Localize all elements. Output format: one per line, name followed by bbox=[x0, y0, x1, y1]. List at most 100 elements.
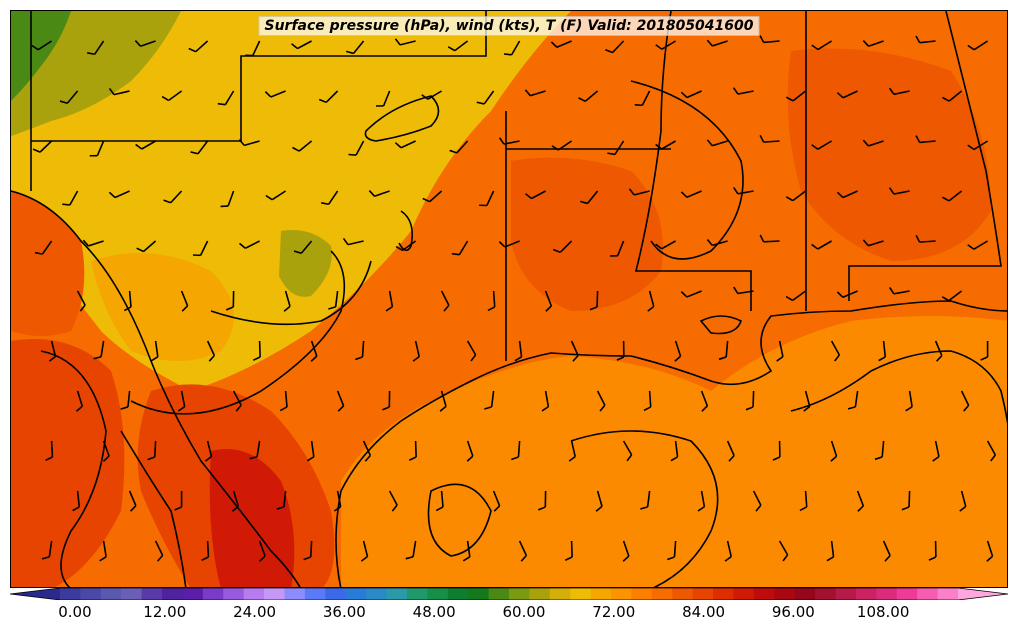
wind-barb bbox=[422, 190, 443, 203]
wind-barb bbox=[342, 237, 364, 246]
hot-zone-louisiana bbox=[511, 157, 663, 311]
wind-barb bbox=[348, 140, 365, 156]
colorbar-tick-label: 72.00 bbox=[592, 603, 636, 621]
wind-barb bbox=[959, 490, 967, 512]
map-title: Surface pressure (hPa), wind (kts), T (F… bbox=[258, 16, 760, 36]
wind-barb bbox=[541, 390, 550, 412]
wind-barb bbox=[75, 390, 84, 412]
temperature-map bbox=[11, 11, 1007, 587]
contour-pressure-3 bbox=[130, 250, 346, 415]
wind-barb bbox=[394, 38, 416, 46]
colorbar-max-extension bbox=[958, 588, 1008, 600]
wind-barb bbox=[960, 390, 970, 412]
wind-barb bbox=[503, 40, 521, 56]
wind-barb bbox=[174, 491, 183, 511]
contour-pressure-4 bbox=[210, 260, 372, 326]
wind-barb bbox=[405, 540, 417, 560]
wind-barb bbox=[799, 490, 808, 512]
colorbar-tick-label: 60.00 bbox=[502, 603, 546, 621]
wind-barb bbox=[217, 90, 235, 106]
wind-barb bbox=[466, 440, 474, 462]
wind-barb bbox=[928, 540, 937, 561]
wind-barb bbox=[647, 290, 655, 312]
wind-barb bbox=[667, 540, 677, 561]
colorbar-segment bbox=[121, 588, 143, 600]
wind-barb bbox=[874, 440, 885, 461]
colorbar-segment bbox=[223, 588, 245, 600]
wind-barb bbox=[655, 240, 676, 250]
colorbar-tick-label: 0.00 bbox=[58, 603, 92, 621]
wind-barb bbox=[62, 190, 79, 206]
lake-pontchartrain bbox=[699, 315, 742, 335]
wind-barb bbox=[102, 440, 110, 462]
wind-barb bbox=[888, 187, 910, 195]
wind-barb bbox=[655, 40, 677, 50]
wind-barb bbox=[862, 139, 884, 147]
wind-barb bbox=[514, 340, 523, 362]
wind-barb bbox=[596, 390, 606, 412]
wind-barb bbox=[283, 290, 291, 312]
colorbar-segment bbox=[488, 588, 510, 600]
wind-barb bbox=[108, 87, 130, 96]
lake-texoma bbox=[364, 95, 440, 142]
wind-barb bbox=[680, 290, 702, 298]
wind-barb bbox=[108, 190, 130, 199]
wind-barb bbox=[476, 90, 495, 105]
wind-barb bbox=[759, 35, 780, 44]
colorbar-segment bbox=[937, 588, 959, 600]
wind-barb bbox=[34, 240, 53, 255]
wind-barb bbox=[915, 135, 936, 144]
wind-barb bbox=[225, 290, 235, 311]
wind-barb bbox=[752, 490, 762, 512]
colorbar-segment bbox=[141, 588, 163, 600]
wind-barb bbox=[640, 490, 651, 510]
wind-barb bbox=[498, 137, 520, 145]
colorbar-tick-label: 36.00 bbox=[322, 603, 366, 621]
wind-barb bbox=[276, 490, 287, 510]
colorbar-tick-label: 12.00 bbox=[143, 603, 187, 621]
wind-barb bbox=[628, 188, 650, 196]
wind-barb bbox=[360, 540, 369, 562]
border-georgia-alabama bbox=[848, 11, 1002, 301]
wind-barb bbox=[511, 440, 521, 461]
wind-barb bbox=[836, 90, 858, 99]
wind-barb bbox=[336, 390, 345, 412]
wind-barb bbox=[732, 87, 754, 95]
wind-barb bbox=[579, 190, 599, 205]
colorbar-segment bbox=[549, 588, 571, 600]
wind-barb bbox=[258, 540, 266, 562]
wind-barb bbox=[180, 290, 189, 312]
hot-zone-west bbox=[11, 191, 85, 336]
lake-outline bbox=[398, 210, 414, 252]
colorbar-segment bbox=[162, 588, 183, 600]
wind-barb bbox=[265, 190, 287, 201]
wind-barb bbox=[680, 90, 702, 99]
wind-barb bbox=[135, 140, 157, 150]
wind-barb bbox=[385, 290, 394, 312]
wind-barb bbox=[826, 540, 835, 562]
wind-barb bbox=[550, 40, 572, 48]
wind-barb bbox=[524, 89, 546, 97]
wind-barb bbox=[862, 40, 884, 47]
colorbar-segment bbox=[509, 588, 530, 600]
colorbar-segment bbox=[202, 588, 224, 600]
wind-barb bbox=[605, 40, 625, 54]
wind-barb bbox=[934, 340, 943, 362]
wind-barb bbox=[59, 90, 79, 105]
wind-barb bbox=[578, 90, 599, 102]
wind-barb bbox=[204, 440, 213, 462]
wind-barb bbox=[862, 239, 884, 247]
wind-barb bbox=[150, 340, 159, 362]
colorbar-segment bbox=[182, 588, 204, 600]
wind-barb bbox=[697, 490, 706, 512]
wind-barb bbox=[188, 40, 209, 53]
colorbar-segment bbox=[570, 588, 592, 600]
wind-barb bbox=[915, 234, 936, 243]
wind-barbs bbox=[31, 35, 997, 562]
wind-barb bbox=[986, 440, 997, 462]
wind-barb bbox=[375, 90, 391, 107]
wind-barb bbox=[986, 540, 994, 562]
colorbar-segment bbox=[631, 588, 653, 600]
wind-barb bbox=[328, 290, 339, 310]
wind-barb bbox=[134, 40, 156, 47]
